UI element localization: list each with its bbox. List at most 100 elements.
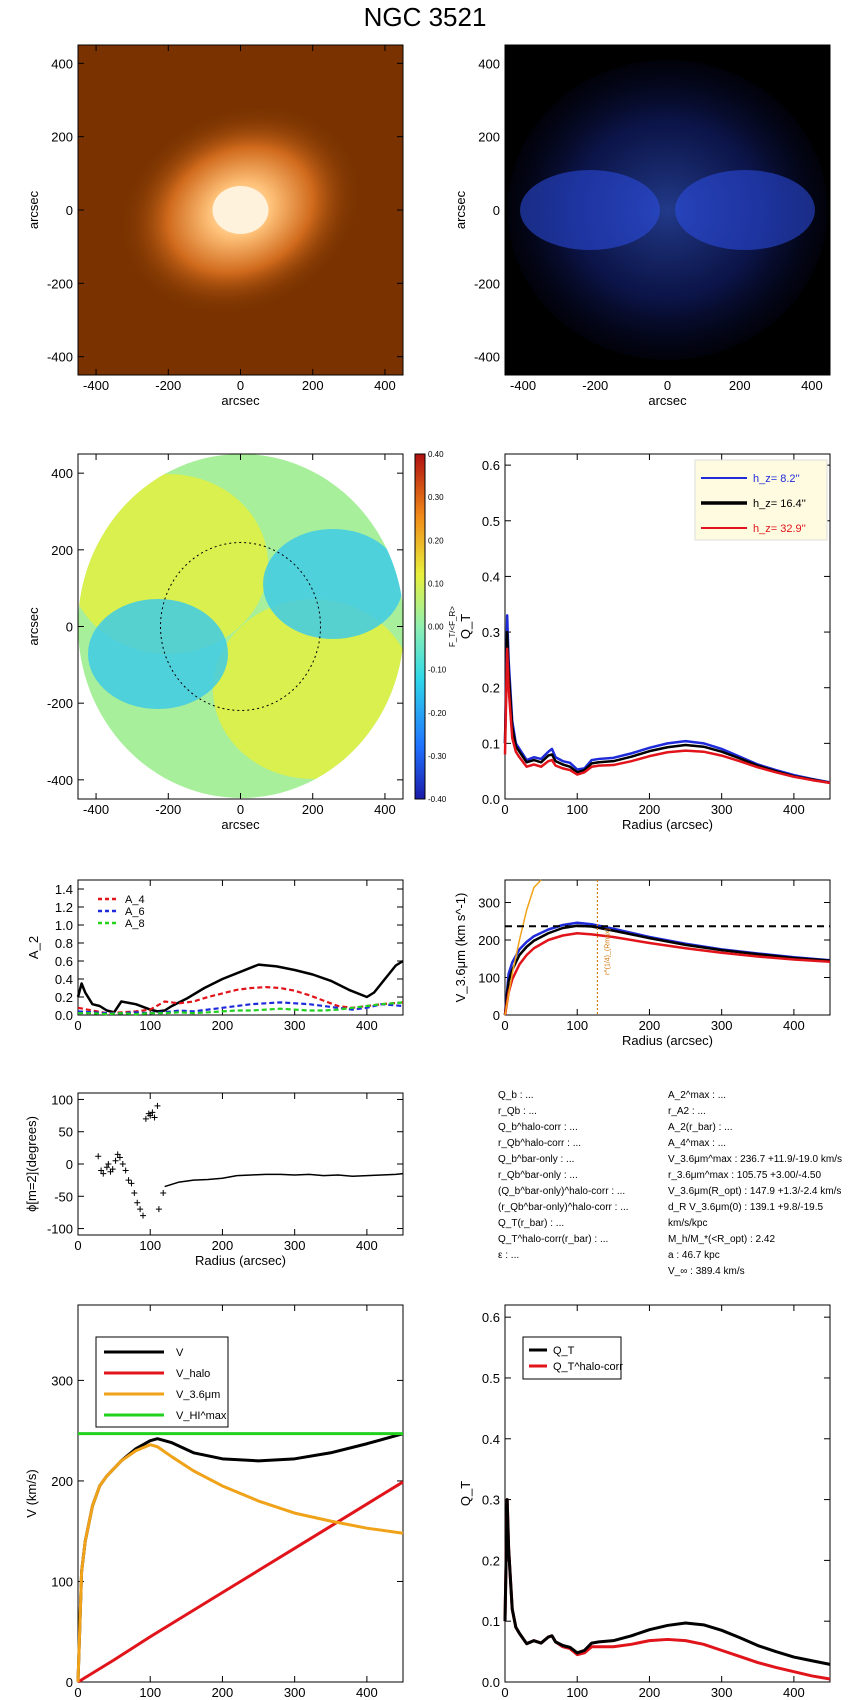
velocity-line	[504, 879, 542, 1016]
a-amplitudes-axes: 0 100 200 300 400 0.0 0.2 0.4 0.6 0.8 1.0 1.2 1.4 A_2	[26, 879, 404, 1033]
y-axis-label: arcsec	[26, 607, 41, 646]
colorbar-tick-label: 0.10	[428, 579, 444, 588]
y-axis-label: Q_T	[458, 1481, 473, 1506]
y-tick-label: 0.0	[55, 1008, 73, 1023]
x-tick-label: 200	[212, 1238, 234, 1253]
amplitude-line	[76, 959, 404, 1014]
legend-label: V_3.6μm	[176, 1389, 220, 1401]
x-tick-label: 100	[566, 1018, 588, 1033]
force-lobe-negative	[263, 529, 403, 639]
info-value: : ...	[611, 1186, 626, 1197]
y-tick-label: 0.3	[482, 1493, 500, 1508]
info-row: r_Qb^bar-only : ...	[498, 1168, 663, 1184]
legend-label: V	[176, 1347, 184, 1359]
info-row: (Q_b^bar-only)^halo-corr : ...	[498, 1184, 663, 1200]
x-tick-label: 300	[711, 802, 733, 817]
y-tick-label: 200	[478, 933, 500, 948]
y-tick-label: 200	[51, 130, 73, 145]
colorbar-tick-label: -0.30	[428, 752, 447, 761]
phase-point	[137, 1206, 144, 1213]
legend-label: A_6	[125, 906, 145, 918]
x-tick-label: 0	[237, 802, 244, 817]
info-value: : 105.75 +3.00/-4.50	[731, 1170, 822, 1181]
info-label: Q_T(r_bar)	[498, 1218, 551, 1229]
info-value: : ...	[712, 1138, 727, 1149]
qt-halo-axes: 01002003004000.00.10.20.30.40.50.6Radius…	[458, 1304, 831, 1700]
info-row: V_3.6μm^max : 236.7 +11.9/-19.0 km/s	[668, 1152, 848, 1168]
colorbar-label: F_T/<F_R>	[448, 606, 457, 647]
x-axis-label: arcsec	[221, 393, 260, 408]
x-tick-label: 100	[566, 802, 588, 817]
legend-label: Q_T^halo-corr	[553, 1361, 623, 1373]
residual-lobe-left	[520, 170, 660, 250]
y-tick-label: 1.2	[55, 900, 73, 915]
info-label: M_h/M_*(<R_opt)	[668, 1234, 750, 1245]
x-tick-label: 0	[74, 1018, 81, 1033]
info-row: V_∞ : 389.4 km/s	[668, 1264, 848, 1280]
y-tick-label: 200	[51, 1474, 73, 1489]
residual-disk	[507, 60, 828, 360]
qt-hz-frame	[504, 453, 831, 800]
colorbar-tick-label: 0.30	[428, 493, 444, 502]
y-tick-label: -100	[47, 1222, 73, 1237]
y-tick-label: 200	[51, 543, 73, 558]
info-row: a : 46.7 kpc	[668, 1248, 848, 1264]
legend-label: A_8	[125, 918, 145, 930]
qt-series-line	[503, 630, 831, 785]
x-tick-label: 100	[139, 1238, 161, 1253]
phase-point	[98, 1167, 105, 1174]
phase-point	[122, 1167, 129, 1174]
phase-point	[95, 1153, 102, 1160]
info-row: Q_b^bar-only : ...	[498, 1152, 663, 1168]
info-label: a	[668, 1250, 677, 1261]
image-panel-axes: -400 -200 0 200 400 -400 -200 0 200 400 arcsec arcs…	[26, 44, 404, 408]
y-tick-label: 50	[59, 1125, 73, 1140]
legend-box	[522, 1336, 622, 1380]
info-label: Q_b^bar-only	[498, 1154, 561, 1165]
x-tick-label: 300	[284, 1685, 306, 1700]
y-tick-label: 100	[51, 1574, 73, 1589]
colorbar-tick-label: 0.00	[428, 623, 444, 632]
phase-point	[131, 1190, 138, 1197]
x-tick-label: 400	[801, 378, 823, 393]
y-tick-label: -200	[474, 276, 500, 291]
y-tick-label: 400	[478, 56, 500, 71]
y-tick-label: -400	[474, 350, 500, 365]
info-value: : ...	[563, 1122, 578, 1133]
y-tick-label: 0.0	[482, 1675, 500, 1690]
rotation-curve-line	[76, 1432, 404, 1683]
x-tick-label: 400	[783, 802, 805, 817]
info-row: ε : ...	[498, 1248, 663, 1264]
phase-point	[151, 1114, 158, 1121]
legend-label: Q_T	[553, 1345, 575, 1357]
y-tick-label: 0.6	[482, 1310, 500, 1325]
y-tick-label: 0.2	[482, 1553, 500, 1568]
info-value: : 236.7 +11.9/-19.0 km/s	[734, 1154, 842, 1165]
y-tick-label: 300	[51, 1373, 73, 1388]
phase-point	[125, 1177, 132, 1184]
residual-panel-axes: -400 -200 0 200 400 -400 -200 0 200 400 arcsec arcs…	[453, 44, 831, 408]
x-tick-label: 200	[639, 1018, 661, 1033]
info-value: : ...	[718, 1122, 733, 1133]
phase-point	[154, 1102, 161, 1109]
x-tick-label: -400	[510, 378, 536, 393]
page-title: NGC 3521	[363, 2, 487, 32]
y-tick-label: -50	[54, 1189, 73, 1204]
y-tick-label: 200	[478, 130, 500, 145]
phase-point	[105, 1161, 112, 1167]
info-label: r_Qb^bar-only	[498, 1170, 564, 1181]
info-row: M_h/M_*(<R_opt) : 2.42	[668, 1232, 848, 1248]
x-tick-label: 100	[566, 1685, 588, 1700]
residual-lobe-right	[675, 170, 815, 250]
info-label: (r_Qb^bar-only)^halo-corr	[498, 1202, 615, 1213]
legend-label: h_z= 16.4''	[753, 498, 806, 510]
y-tick-label: 300	[478, 896, 500, 911]
info-label: A_2(r_bar)	[668, 1122, 719, 1133]
colorbar-tick-label: -0.10	[428, 666, 447, 675]
info-row: Q_T(r_bar) : ...	[498, 1216, 663, 1232]
x-axis-label: arcsec	[648, 393, 687, 408]
x-tick-label: 300	[711, 1018, 733, 1033]
force-map-image	[78, 454, 404, 798]
info-value: : ...	[519, 1090, 534, 1101]
y-tick-label: 0.0	[482, 792, 500, 807]
